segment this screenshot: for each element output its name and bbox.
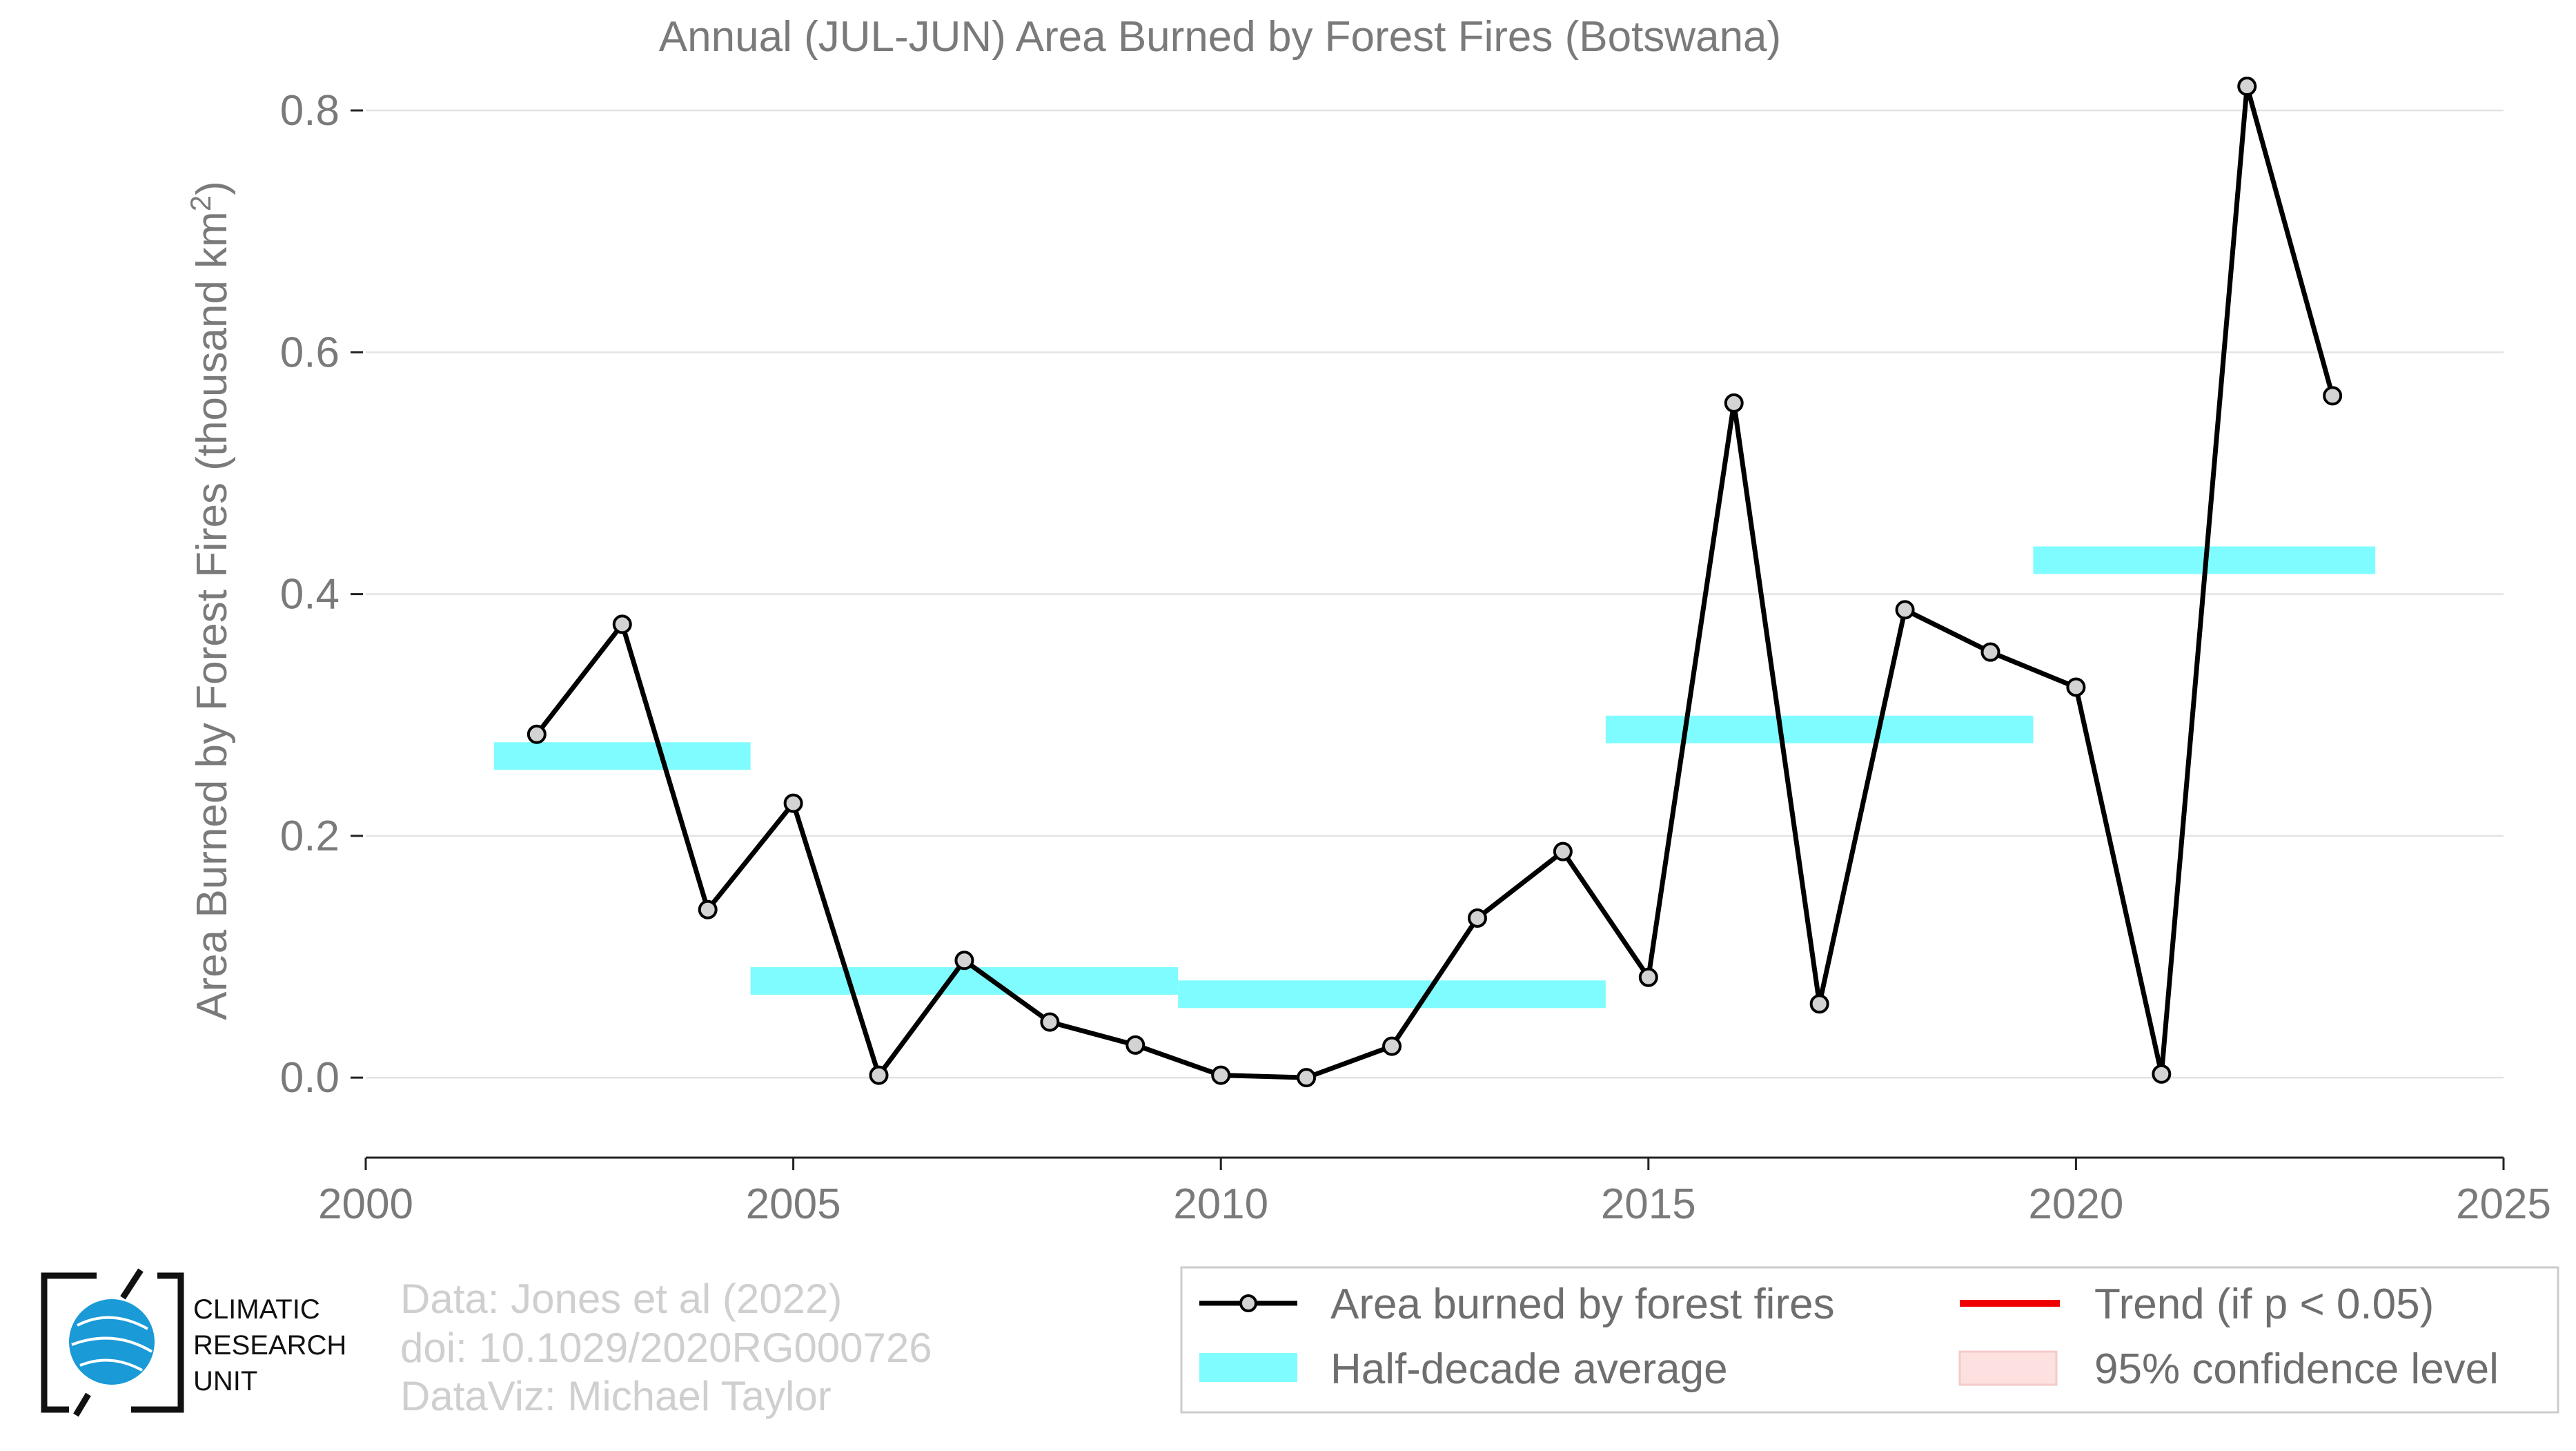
logo-text-line1: CLIMATIC (193, 1294, 320, 1325)
data-point (1895, 600, 1915, 620)
logo-frame-left (41, 1272, 97, 1413)
y-tick-label: 0.6 (280, 329, 340, 376)
climatic-research-unit-logo: CLIMATIC RESEARCH UNIT (41, 1268, 346, 1417)
data-point (1125, 1035, 1146, 1055)
data-point (869, 1065, 889, 1085)
data-point (527, 724, 547, 744)
x-axis: 2000 2005 2010 2015 2020 2025 (318, 1156, 2551, 1228)
half-decade-average-bar (1605, 715, 2034, 743)
half-decade-average-bar (1178, 980, 1606, 1009)
y-tick-label: 0.4 (280, 571, 340, 619)
x-tick-label: 2020 (2028, 1180, 2123, 1228)
logo-text-line3: UNIT (193, 1366, 257, 1396)
data-point (1382, 1036, 1402, 1056)
data-point (1040, 1012, 1060, 1032)
data-point (2237, 77, 2257, 97)
data-point (1211, 1065, 1231, 1085)
y-axis-ticks: 0.0 0.2 0.4 0.6 0.8 (280, 87, 363, 1102)
legend-box (1180, 1266, 2559, 1414)
legend-swatch-area-burned-marker (1239, 1294, 1257, 1312)
globe-swirl-1 (77, 1316, 148, 1330)
legend-label-trend: Trend (if p < 0.05) (2094, 1280, 2434, 1328)
y-tick-label: 0.2 (280, 812, 340, 860)
data-point (783, 793, 803, 813)
y-tick-label: 0.0 (280, 1054, 340, 1102)
globe-swirl-3 (79, 1359, 143, 1372)
data-point (1809, 994, 1829, 1014)
x-tick-label: 2005 (746, 1180, 841, 1228)
credit-data-source: Data: Jones et al (2022) (400, 1276, 842, 1322)
data-point (1980, 642, 2000, 662)
legend-label-confidence-level: 95% confidence level (2094, 1345, 2499, 1393)
data-point (2323, 386, 2343, 406)
legend-swatch-half-decade-average (1199, 1353, 1297, 1382)
data-point (1724, 393, 1744, 413)
logo-frame-slash-bottom (73, 1392, 91, 1417)
logo-frame-slash (120, 1268, 144, 1300)
data-point (2066, 677, 2086, 697)
data-point (2152, 1064, 2172, 1084)
gridlines (366, 109, 2504, 1079)
x-tick-label: 2010 (1173, 1180, 1268, 1228)
x-tick-label: 2015 (1601, 1180, 1696, 1228)
half-decade-average-bar (493, 742, 751, 770)
logo-text-line2: RESEARCH (193, 1330, 346, 1361)
legend-label-half-decade-average: Half-decade average (1330, 1345, 1728, 1393)
credit-doi: doi: 10.1029/2020RG000726 (400, 1325, 932, 1371)
data-point (954, 951, 974, 971)
logo-frame-right (131, 1272, 184, 1413)
credit-dataviz: DataViz: Michael Taylor (400, 1373, 832, 1419)
series-line (535, 84, 2335, 1080)
y-tick-label: 0.8 (280, 87, 340, 135)
data-point (612, 614, 632, 634)
y-axis-label: Area Burned by Forest Fires (thousand km… (184, 181, 237, 1020)
legend-swatch-confidence-level (1958, 1350, 2058, 1386)
data-series (527, 77, 2343, 1088)
data-point (1297, 1068, 1317, 1088)
data-point (1638, 967, 1658, 987)
half-decade-average-bars (493, 546, 2376, 1009)
legend: Area burned by forest fires Trend (if p … (1180, 1266, 2559, 1414)
chart-title: Annual (JUL-JUN) Area Burned by Forest F… (659, 13, 1781, 61)
legend-label-area-burned: Area burned by forest fires (1330, 1280, 1835, 1328)
data-point (698, 899, 718, 919)
globe-swirl-2 (71, 1336, 153, 1353)
credits-block: Data: Jones et al (2022) doi: 10.1029/20… (400, 1276, 932, 1419)
data-point (1467, 908, 1487, 928)
x-tick-label: 2000 (318, 1180, 413, 1228)
data-point (1553, 841, 1573, 861)
half-decade-average-bar (750, 967, 1179, 995)
x-tick-label: 2025 (2456, 1180, 2551, 1228)
